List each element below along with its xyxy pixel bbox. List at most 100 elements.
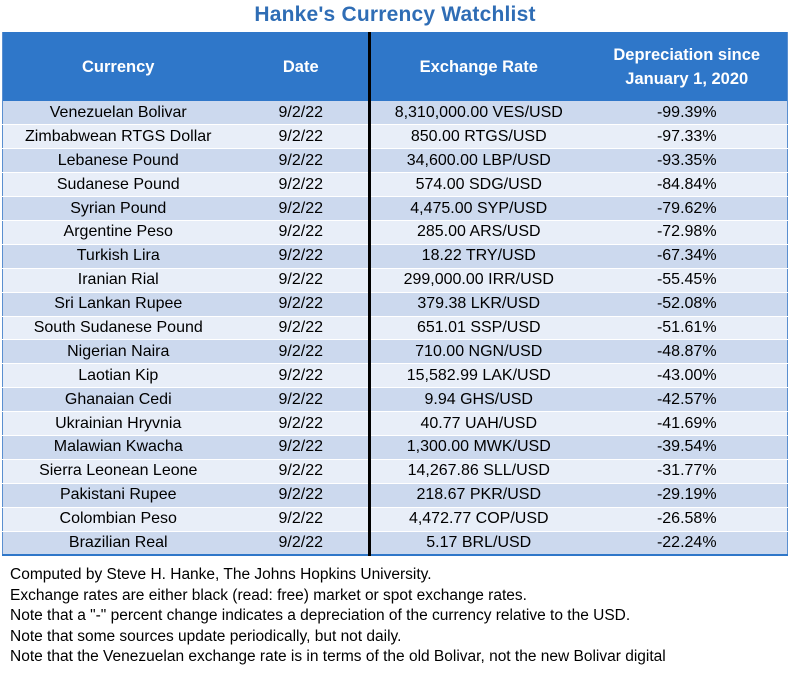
cell-exchange-rate: 8,310,000.00 VES/USD	[369, 101, 587, 126]
cell-date: 9/2/22	[233, 339, 371, 365]
cell-currency: Lebanese Pound	[2, 148, 234, 174]
footnote: Exchange rates are either black (read: f…	[10, 586, 527, 604]
cell-depreciation: -48.87%	[586, 339, 788, 365]
table-row: Lebanese Pound 9/2/22 34,600.00 LBP/USD -93…	[2, 148, 788, 174]
cell-currency: Zimbabwean RTGS Dollar	[2, 124, 234, 150]
cell-date: 9/2/22	[233, 483, 371, 508]
cell-date: 9/2/22	[233, 244, 371, 269]
cell-exchange-rate: 299,000.00 IRR/USD	[369, 268, 587, 293]
table-row: Nigerian Naira 9/2/22 710.00 NGN/USD -48.87…	[2, 339, 788, 365]
cell-exchange-rate: 850.00 RTGS/USD	[369, 124, 587, 150]
cell-exchange-rate: 574.00 SDG/USD	[369, 172, 587, 198]
currency-table: Currency Date Exchange Rate Depreciation…	[2, 32, 788, 556]
table-row: Pakistani Rupee 9/2/22 218.67 PKR/USD -29.1…	[2, 483, 788, 508]
cell-depreciation: -39.54%	[586, 435, 788, 460]
cell-exchange-rate: 15,582.99 LAK/USD	[369, 363, 587, 389]
cell-depreciation: -84.84%	[586, 172, 788, 198]
cell-exchange-rate: 285.00 ARS/USD	[369, 220, 587, 245]
footnote: Computed by Steve H. Hanke, The Johns Ho…	[10, 566, 432, 583]
table-row: Colombian Peso 9/2/22 4,472.77 COP/USD -26.…	[2, 507, 788, 532]
cell-currency: Pakistani Rupee	[2, 483, 234, 508]
cell-depreciation: -29.19%	[586, 483, 788, 508]
cell-exchange-rate: 1,300.00 MWK/USD	[369, 435, 587, 460]
table-row: Malawian Kwacha 9/2/22 1,300.00 MWK/USD -39…	[2, 435, 788, 460]
header-depreciation-line2: January 1, 2020	[625, 69, 749, 88]
cell-exchange-rate: 4,472.77 COP/USD	[369, 507, 587, 532]
page-title: Hanke's Currency Watchlist	[254, 3, 536, 26]
cell-depreciation: -31.77%	[586, 459, 788, 484]
cell-exchange-rate: 9.94 GHS/USD	[369, 387, 587, 413]
cell-currency: Venezuelan Bolivar	[2, 101, 234, 126]
cell-date: 9/2/22	[233, 459, 371, 484]
cell-exchange-rate: 651.01 SSP/USD	[369, 316, 587, 341]
header-depreciation-line1: Depreciation since	[613, 45, 761, 64]
cell-depreciation: -22.24%	[586, 531, 788, 556]
cell-exchange-rate: 5.17 BRL/USD	[369, 531, 587, 556]
table-row: Venezuelan Bolivar 9/2/22 8,310,000.00 VES…	[2, 101, 788, 126]
cell-exchange-rate: 34,600.00 LBP/USD	[369, 148, 587, 174]
table-row: Turkish Lira 9/2/22 18.22 TRY/USD -67.34%	[2, 244, 788, 269]
cell-date: 9/2/22	[233, 292, 371, 317]
cell-depreciation: -26.58%	[586, 507, 788, 532]
cell-currency: Ukrainian Hryvnia	[2, 411, 234, 436]
cell-date: 9/2/22	[233, 196, 371, 221]
cell-depreciation: -51.61%	[586, 316, 788, 341]
cell-date: 9/2/22	[233, 220, 371, 245]
cell-currency: Malawian Kwacha	[2, 435, 234, 460]
footnote: Note that some sources update periodical…	[10, 627, 402, 645]
cell-date: 9/2/22	[233, 101, 371, 126]
cell-exchange-rate: 18.22 TRY/USD	[369, 244, 587, 269]
cell-currency: Syrian Pound	[2, 196, 234, 221]
cell-date: 9/2/22	[233, 531, 371, 556]
cell-date: 9/2/22	[233, 363, 371, 389]
cell-currency: Turkish Lira	[2, 244, 234, 269]
footnotes: Computed by Steve H. Hanke, The Johns Ho…	[10, 565, 785, 668]
cell-currency: Colombian Peso	[2, 507, 234, 532]
cell-depreciation: -99.39%	[586, 101, 788, 126]
cell-date: 9/2/22	[233, 148, 371, 174]
cell-currency: Laotian Kip	[2, 363, 234, 389]
cell-depreciation: -93.35%	[586, 148, 788, 174]
cell-depreciation: -41.69%	[586, 411, 788, 436]
footnote: Note that a "-" percent change indicates…	[10, 607, 631, 625]
cell-exchange-rate: 379.38 LKR/USD	[369, 292, 587, 317]
cell-currency: Argentine Peso	[2, 220, 234, 245]
cell-currency: Nigerian Naira	[2, 339, 234, 365]
cell-date: 9/2/22	[233, 507, 371, 532]
header-date: Date	[233, 32, 371, 101]
cell-date: 9/2/22	[233, 411, 371, 436]
cell-currency: Sudanese Pound	[2, 172, 234, 198]
footnote: Note that the Venezuelan exchange rate i…	[10, 648, 666, 666]
cell-exchange-rate: 710.00 NGN/USD	[369, 339, 587, 365]
cell-currency: Brazilian Real	[2, 531, 234, 556]
cell-depreciation: -55.45%	[586, 268, 788, 293]
cell-exchange-rate: 218.67 PKR/USD	[369, 483, 587, 508]
table-row: Laotian Kip 9/2/22 15,582.99 LAK/USD -43.00…	[2, 363, 788, 389]
table-row: Ghanaian Cedi 9/2/22 9.94 GHS/USD -42.57%	[2, 387, 788, 413]
table-header-row: Currency Date Exchange Rate Depreciation…	[2, 32, 788, 101]
cell-currency: Ghanaian Cedi	[2, 387, 234, 413]
table-row: Sudanese Pound 9/2/22 574.00 SDG/USD -84.84…	[2, 172, 788, 198]
cell-exchange-rate: 40.77 UAH/USD	[369, 411, 587, 436]
table-row: Sierra Leonean Leone 9/2/22 14,267.86 SLL/…	[2, 459, 788, 484]
table-row: Zimbabwean RTGS Dollar 9/2/22 850.00 RTGS/…	[2, 124, 788, 150]
cell-depreciation: -43.00%	[586, 363, 788, 389]
table-row: Brazilian Real 9/2/22 5.17 BRL/USD -22.24%	[2, 531, 788, 556]
cell-exchange-rate: 14,267.86 SLL/USD	[369, 459, 587, 484]
cell-date: 9/2/22	[233, 387, 371, 413]
table-row: Ukrainian Hryvnia 9/2/22 40.77 UAH/USD -41.…	[2, 411, 788, 436]
cell-depreciation: -79.62%	[586, 196, 788, 221]
cell-depreciation: -42.57%	[586, 387, 788, 413]
cell-exchange-rate: 4,475.00 SYP/USD	[369, 196, 587, 221]
cell-currency: Sierra Leonean Leone	[2, 459, 234, 484]
table-row: Sri Lankan Rupee 9/2/22 379.38 LKR/USD -52.…	[2, 292, 788, 317]
cell-date: 9/2/22	[233, 316, 371, 341]
cell-currency: Sri Lankan Rupee	[2, 292, 234, 317]
header-currency: Currency	[2, 32, 234, 101]
cell-date: 9/2/22	[233, 435, 371, 460]
cell-depreciation: -52.08%	[586, 292, 788, 317]
cell-depreciation: -67.34%	[586, 244, 788, 269]
cell-date: 9/2/22	[233, 268, 371, 293]
table-row: Iranian Rial 9/2/22 299,000.00 IRR/USD -55.…	[2, 268, 788, 293]
table-row: Argentine Peso 9/2/22 285.00 ARS/USD -72.98…	[2, 220, 788, 245]
